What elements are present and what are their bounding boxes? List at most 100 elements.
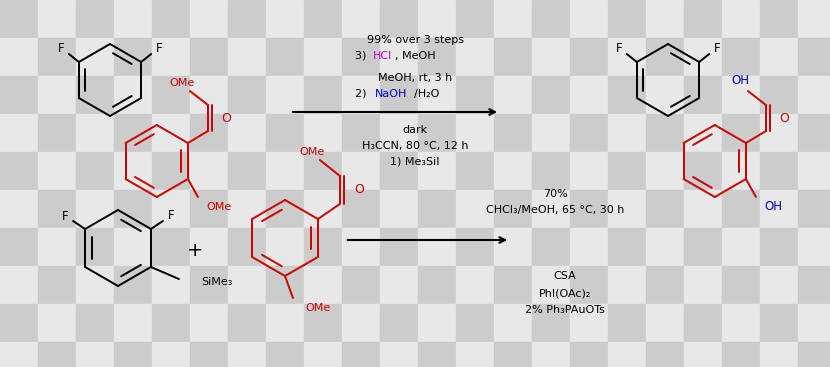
Bar xyxy=(684,38,722,76)
Bar xyxy=(38,152,76,190)
Bar xyxy=(418,38,456,76)
Bar xyxy=(798,152,830,190)
Bar xyxy=(722,228,760,266)
Text: 1) Me₃SiI: 1) Me₃SiI xyxy=(390,157,440,167)
Text: 3): 3) xyxy=(355,51,370,61)
Bar xyxy=(114,0,152,38)
Bar xyxy=(646,0,684,38)
Bar xyxy=(114,114,152,152)
Bar xyxy=(494,38,532,76)
Text: +: + xyxy=(187,240,203,259)
Bar xyxy=(38,228,76,266)
Bar xyxy=(418,0,456,38)
Bar xyxy=(342,152,380,190)
Bar xyxy=(76,152,114,190)
Bar xyxy=(760,114,798,152)
Text: /H₂O: /H₂O xyxy=(414,89,439,99)
Text: OMe: OMe xyxy=(300,147,325,157)
Bar xyxy=(570,228,608,266)
Bar xyxy=(456,0,494,38)
Bar xyxy=(722,76,760,114)
Text: NaOH: NaOH xyxy=(375,89,408,99)
Bar xyxy=(228,190,266,228)
Bar xyxy=(0,228,38,266)
Bar xyxy=(152,228,190,266)
Bar xyxy=(570,0,608,38)
Bar xyxy=(494,342,532,367)
Bar xyxy=(646,304,684,342)
Bar xyxy=(38,114,76,152)
Bar xyxy=(760,266,798,304)
Bar xyxy=(532,342,570,367)
Bar xyxy=(532,190,570,228)
Bar xyxy=(342,38,380,76)
Text: F: F xyxy=(616,41,622,55)
Bar xyxy=(570,304,608,342)
Bar xyxy=(38,190,76,228)
Bar xyxy=(722,342,760,367)
Bar xyxy=(798,228,830,266)
Bar xyxy=(532,38,570,76)
Bar xyxy=(570,38,608,76)
Text: 99% over 3 steps: 99% over 3 steps xyxy=(367,35,463,45)
Bar xyxy=(456,266,494,304)
Bar xyxy=(190,228,228,266)
Bar xyxy=(456,342,494,367)
Bar xyxy=(608,38,646,76)
Bar xyxy=(38,76,76,114)
Bar xyxy=(722,304,760,342)
Bar xyxy=(722,266,760,304)
Bar xyxy=(152,190,190,228)
Bar xyxy=(228,0,266,38)
Bar xyxy=(228,304,266,342)
Bar xyxy=(266,0,304,38)
Bar xyxy=(152,304,190,342)
Bar xyxy=(76,76,114,114)
Bar xyxy=(608,190,646,228)
Bar xyxy=(608,114,646,152)
Text: O: O xyxy=(354,184,364,196)
Bar xyxy=(152,76,190,114)
Bar xyxy=(0,0,38,38)
Bar xyxy=(266,304,304,342)
Bar xyxy=(228,152,266,190)
Bar xyxy=(684,266,722,304)
Bar xyxy=(380,228,418,266)
Bar xyxy=(304,190,342,228)
Bar xyxy=(266,38,304,76)
Bar xyxy=(760,190,798,228)
Bar xyxy=(76,190,114,228)
Bar xyxy=(570,342,608,367)
Bar xyxy=(190,76,228,114)
Bar xyxy=(684,76,722,114)
Bar xyxy=(456,152,494,190)
Bar xyxy=(114,228,152,266)
Bar xyxy=(608,76,646,114)
Bar xyxy=(0,152,38,190)
Text: 2% Ph₃PAuOTs: 2% Ph₃PAuOTs xyxy=(525,305,605,315)
Bar xyxy=(532,152,570,190)
Bar xyxy=(266,190,304,228)
Bar xyxy=(570,190,608,228)
Bar xyxy=(0,266,38,304)
Bar xyxy=(760,342,798,367)
Bar xyxy=(304,76,342,114)
Text: F: F xyxy=(156,41,163,55)
Bar xyxy=(532,114,570,152)
Bar xyxy=(418,76,456,114)
Bar xyxy=(456,114,494,152)
Bar xyxy=(304,342,342,367)
Bar xyxy=(760,228,798,266)
Bar xyxy=(380,38,418,76)
Bar xyxy=(684,228,722,266)
Bar xyxy=(152,0,190,38)
Bar xyxy=(304,228,342,266)
Bar xyxy=(114,152,152,190)
Bar xyxy=(608,0,646,38)
Bar xyxy=(722,152,760,190)
Bar xyxy=(760,152,798,190)
Bar xyxy=(190,342,228,367)
Text: dark: dark xyxy=(403,125,427,135)
Bar xyxy=(418,114,456,152)
Bar xyxy=(228,114,266,152)
